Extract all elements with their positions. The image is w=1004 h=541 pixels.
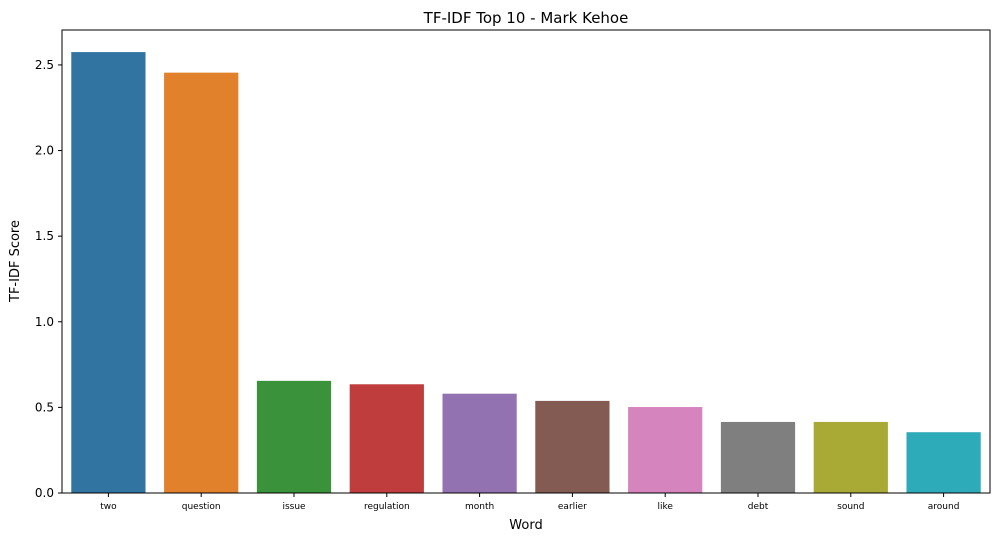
x-tick-label-around: around <box>928 502 960 512</box>
y-axis-label: TF-IDF Score <box>8 220 23 303</box>
bar-two <box>71 52 146 494</box>
x-tick-label-like: like <box>657 502 673 512</box>
bar-issue <box>256 380 332 493</box>
bar-debt <box>720 421 796 493</box>
y-tick-label-0.5: 0.5 <box>35 400 54 414</box>
x-axis-label: Word <box>509 518 542 533</box>
x-tick-label-debt: debt <box>748 502 769 512</box>
bar-like <box>628 407 703 493</box>
y-tick-label-1.0: 1.0 <box>35 315 54 329</box>
x-tick-label-regulation: regulation <box>364 502 410 512</box>
y-tick-label-0.0: 0.0 <box>35 486 54 500</box>
x-tick-label-question: question <box>182 502 221 512</box>
bar-question <box>164 72 239 493</box>
x-tick-label-issue: issue <box>282 502 306 512</box>
y-tick-label-2.5: 2.5 <box>35 58 54 72</box>
x-axis: two question issue regulation month earlier li… <box>100 493 959 512</box>
x-tick-label-month: month <box>465 502 494 512</box>
y-tick-label-1.5: 1.5 <box>35 229 54 243</box>
bar-regulation <box>349 384 424 493</box>
y-axis: 0.0 0.5 1.0 1.5 2.0 2.5 <box>35 58 62 500</box>
x-tick-label-earlier: earlier <box>558 502 587 512</box>
bar-month <box>442 393 517 493</box>
y-tick-label-2.0: 2.0 <box>35 144 54 158</box>
x-tick-label-sound: sound <box>837 502 864 512</box>
bar-around <box>906 432 981 493</box>
bars-group <box>71 52 981 494</box>
x-tick-label-two: two <box>100 502 117 512</box>
bar-sound <box>813 421 888 493</box>
chart-title: TF-IDF Top 10 - Mark Kehoe <box>423 9 629 27</box>
bar-earlier <box>535 400 610 493</box>
plot-frame <box>61 29 991 494</box>
